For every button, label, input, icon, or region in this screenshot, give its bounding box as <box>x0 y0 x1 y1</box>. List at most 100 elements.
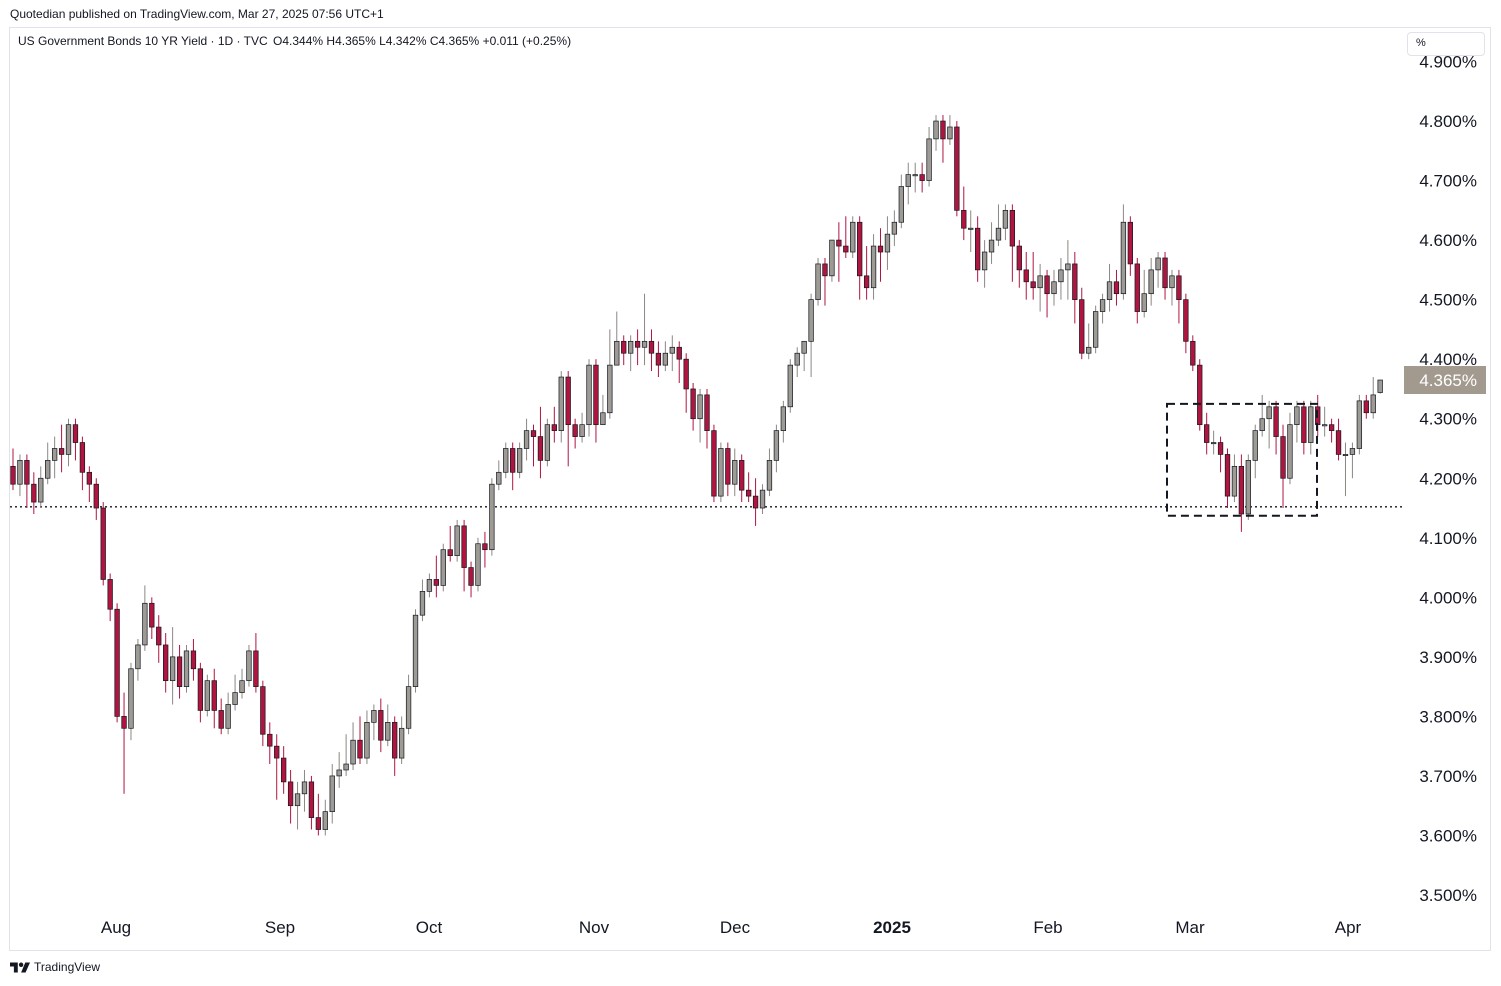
candle[interactable] <box>489 478 495 556</box>
candle[interactable] <box>1127 216 1133 276</box>
candle[interactable] <box>287 769 294 824</box>
candle[interactable] <box>961 186 967 241</box>
candle[interactable] <box>1266 400 1272 449</box>
candle[interactable] <box>79 436 86 491</box>
candle[interactable] <box>648 329 655 372</box>
candle[interactable] <box>169 627 176 705</box>
candle[interactable] <box>1224 448 1231 509</box>
candle[interactable] <box>1273 400 1279 455</box>
candle[interactable] <box>364 710 370 765</box>
candle[interactable] <box>204 674 210 717</box>
candle[interactable] <box>669 335 675 372</box>
candle[interactable] <box>308 775 315 830</box>
candle[interactable] <box>1210 430 1217 455</box>
candle[interactable] <box>1301 400 1307 455</box>
candle[interactable] <box>1002 204 1009 241</box>
candle[interactable] <box>322 799 328 836</box>
candle[interactable] <box>1342 442 1349 497</box>
candle[interactable] <box>912 162 918 193</box>
candle[interactable] <box>232 674 238 711</box>
candle[interactable] <box>683 353 689 413</box>
candle[interactable] <box>475 537 481 592</box>
candle[interactable] <box>1217 436 1224 473</box>
candle[interactable] <box>801 340 807 372</box>
candle[interactable] <box>523 418 530 461</box>
candle[interactable] <box>919 162 925 193</box>
candle[interactable] <box>1335 418 1342 461</box>
candle[interactable] <box>385 704 391 747</box>
candle[interactable] <box>1134 257 1140 324</box>
candle[interactable] <box>995 204 1002 247</box>
candle[interactable] <box>1051 269 1057 306</box>
candle[interactable] <box>24 454 30 509</box>
candle[interactable] <box>31 472 37 514</box>
candle[interactable] <box>156 615 162 663</box>
candle[interactable] <box>1245 454 1251 520</box>
candle[interactable] <box>1162 252 1168 300</box>
candle[interactable] <box>336 752 342 788</box>
candle[interactable] <box>1356 394 1363 455</box>
candle[interactable] <box>1287 412 1293 485</box>
candle[interactable] <box>1308 400 1314 455</box>
candle[interactable] <box>1328 418 1335 443</box>
candle[interactable] <box>392 716 398 776</box>
candle[interactable] <box>822 257 828 306</box>
candle[interactable] <box>93 478 99 520</box>
candle[interactable] <box>440 543 446 592</box>
candle[interactable] <box>697 388 703 443</box>
candle[interactable] <box>593 359 599 443</box>
candle[interactable] <box>1238 454 1245 532</box>
candle[interactable] <box>1141 269 1147 318</box>
candle[interactable] <box>794 347 800 378</box>
candle[interactable] <box>1155 252 1161 288</box>
candle[interactable] <box>884 216 891 270</box>
candle[interactable] <box>315 793 322 836</box>
candle[interactable] <box>128 662 134 741</box>
candle[interactable] <box>1204 412 1210 455</box>
candle[interactable] <box>773 424 780 473</box>
candle[interactable] <box>850 216 856 258</box>
candle[interactable] <box>107 573 113 622</box>
candle[interactable] <box>454 519 460 562</box>
candle[interactable] <box>1197 359 1203 431</box>
footer-brand[interactable]: TradingView <box>10 960 100 974</box>
candle[interactable] <box>759 484 766 514</box>
candle[interactable] <box>267 722 273 765</box>
candle[interactable] <box>843 216 849 258</box>
candle[interactable] <box>1294 400 1300 443</box>
candle[interactable] <box>58 424 65 473</box>
candle[interactable] <box>1252 424 1258 479</box>
candle[interactable] <box>1176 269 1182 324</box>
candle[interactable] <box>988 222 995 264</box>
candle[interactable] <box>1037 263 1043 312</box>
candle[interactable] <box>371 704 377 741</box>
candle[interactable] <box>281 746 287 794</box>
candle[interactable] <box>142 585 148 651</box>
candle[interactable] <box>121 692 127 794</box>
candle[interactable] <box>551 406 557 443</box>
candle[interactable] <box>1169 269 1175 306</box>
candle[interactable] <box>607 329 613 419</box>
candle[interactable] <box>149 597 155 639</box>
candle[interactable] <box>433 555 439 598</box>
candle[interactable] <box>274 734 280 800</box>
candle[interactable] <box>655 341 662 378</box>
candle[interactable] <box>211 668 217 729</box>
candle[interactable] <box>905 162 911 205</box>
candle[interactable] <box>1058 257 1064 300</box>
candle[interactable] <box>690 382 696 431</box>
candle[interactable] <box>968 210 974 253</box>
candle[interactable] <box>357 716 363 765</box>
candle[interactable] <box>1190 335 1196 372</box>
candle[interactable] <box>1072 252 1078 324</box>
candle[interactable] <box>1016 240 1022 288</box>
candle[interactable] <box>732 448 738 497</box>
candle[interactable] <box>530 424 537 467</box>
candle[interactable] <box>1009 204 1016 282</box>
candle[interactable] <box>343 734 349 776</box>
candle[interactable] <box>926 126 932 187</box>
candle[interactable] <box>482 531 488 568</box>
candle[interactable] <box>565 371 571 467</box>
candle[interactable] <box>628 335 634 372</box>
